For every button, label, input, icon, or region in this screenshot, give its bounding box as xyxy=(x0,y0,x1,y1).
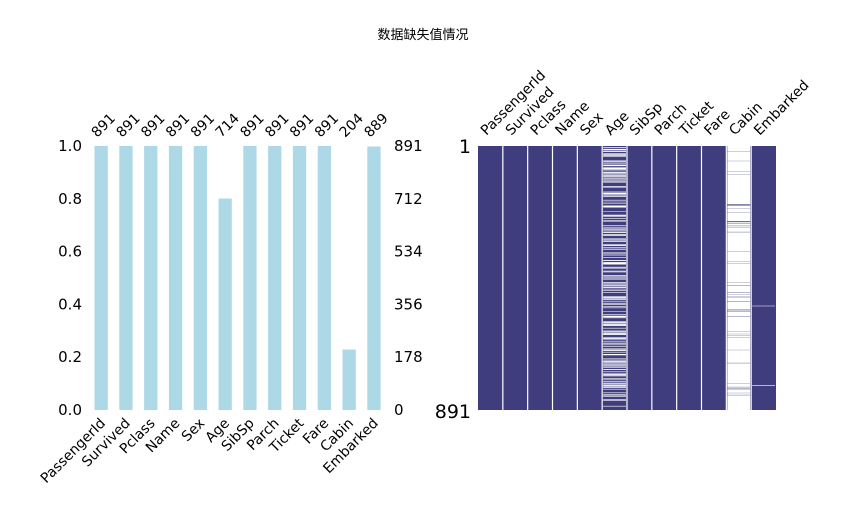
y-tick-right-1: 178 xyxy=(394,348,423,366)
bar-cabin xyxy=(342,349,356,410)
missingness-matrix: PassengerIdSurvivedPclassNameSexAgeSibSp… xyxy=(435,68,813,423)
bar-sibsp xyxy=(243,146,257,410)
missing-rows-cabin xyxy=(727,146,751,411)
bar-passengerid xyxy=(94,146,108,410)
bar-ticket xyxy=(292,146,307,410)
matrix-column-passengerid xyxy=(478,146,503,410)
count-label-passengerid: 891 xyxy=(89,111,119,141)
count-label-sibsp: 891 xyxy=(237,111,267,141)
y-tick-left-1: 0.2 xyxy=(58,348,82,366)
y-tick-left-0: 0.0 xyxy=(58,401,82,419)
count-label-pclass: 891 xyxy=(138,111,168,141)
y-tick-right-2: 356 xyxy=(394,295,423,313)
count-label-sex: 891 xyxy=(188,111,218,141)
bar-survived xyxy=(119,146,133,410)
y-tick-left-2: 0.4 xyxy=(58,295,82,313)
bar-embarked xyxy=(367,146,381,410)
count-label-embarked: 889 xyxy=(361,111,391,141)
y-tick-right-3: 534 xyxy=(394,243,423,261)
matrix-column-sibsp xyxy=(627,146,652,410)
matrix-y-tick-top: 1 xyxy=(459,136,471,158)
bar-sex xyxy=(193,146,207,410)
figure-title: 数据缺失值情况 xyxy=(377,27,468,43)
matrix-column-ticket xyxy=(676,146,702,410)
matrix-y-tick-bottom: 891 xyxy=(435,401,471,423)
y-tick-right-5: 891 xyxy=(394,137,423,155)
completeness-bar-chart: PassengerId891Survived891Pclass891Name89… xyxy=(38,111,423,487)
y-tick-right-0: 0 xyxy=(394,401,404,419)
count-label-name: 891 xyxy=(163,111,193,141)
count-label-parch: 891 xyxy=(262,111,292,141)
bar-name xyxy=(168,146,183,410)
matrix-column-survived xyxy=(502,146,528,410)
matrix-column-label-age: Age xyxy=(602,108,632,138)
count-label-age: 714 xyxy=(213,111,243,141)
y-tick-left-3: 0.6 xyxy=(58,243,82,261)
matrix-column-fare xyxy=(701,146,727,410)
matrix-column-sex xyxy=(577,146,603,410)
count-label-survived: 891 xyxy=(113,111,143,141)
matrix-column-age xyxy=(602,146,627,410)
bar-age xyxy=(218,198,232,410)
matrix-column-pclass xyxy=(527,146,553,410)
y-tick-left-4: 0.8 xyxy=(58,190,82,208)
bar-fare xyxy=(317,146,331,410)
matrix-column-parch xyxy=(651,146,677,410)
count-label-fare: 891 xyxy=(312,111,342,141)
x-tick-label-sex: Sex xyxy=(179,416,208,445)
matrix-column-embarked xyxy=(751,146,776,410)
count-label-ticket: 891 xyxy=(287,111,317,141)
matrix-column-name xyxy=(552,146,578,410)
count-label-cabin: 204 xyxy=(337,111,367,141)
y-tick-left-5: 1.0 xyxy=(58,137,82,155)
bar-pclass xyxy=(144,146,158,410)
y-tick-right-4: 712 xyxy=(394,190,423,208)
bar-parch xyxy=(268,146,282,410)
missing-rows-age xyxy=(603,147,626,407)
